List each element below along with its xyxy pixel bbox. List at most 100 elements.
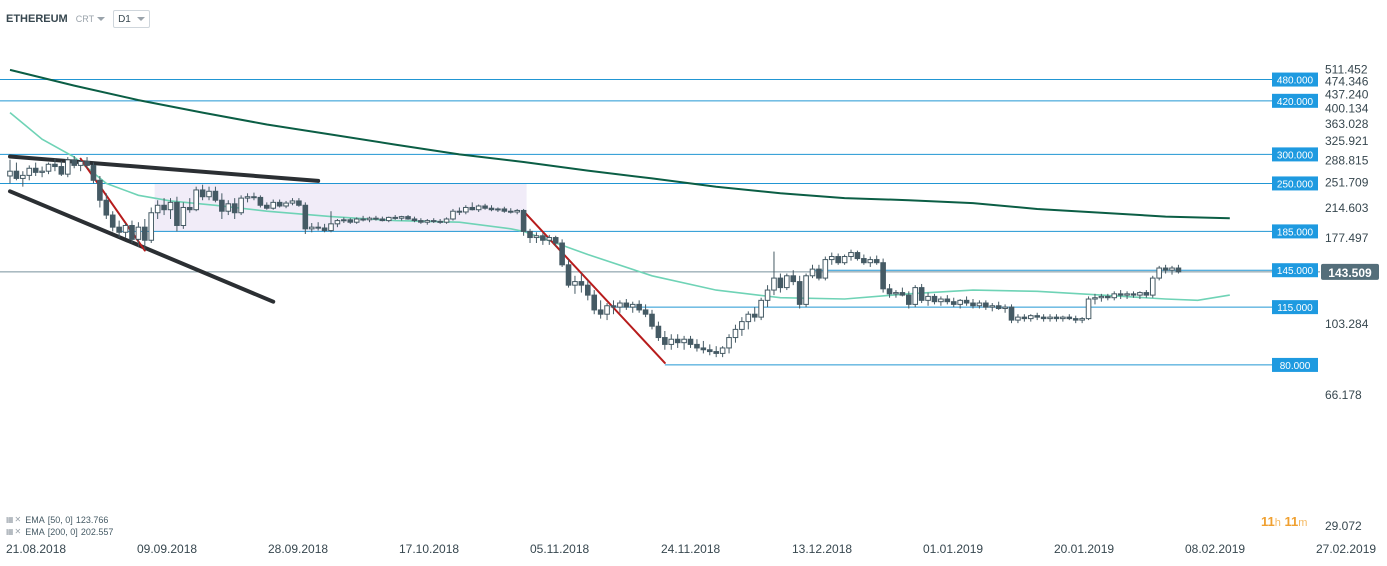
candle — [1105, 293, 1111, 301]
candle-body-bear — [597, 309, 604, 315]
candle-body-bull — [334, 220, 341, 225]
candle-body-bear — [662, 337, 668, 345]
candle — [379, 216, 386, 222]
candle-body-bull — [1169, 267, 1175, 271]
candle-body-bear — [1117, 293, 1124, 296]
candle-body-bull — [893, 292, 899, 295]
candle-body-bear — [129, 224, 135, 240]
trend-line-3[interactable] — [522, 210, 666, 364]
y-tick-label: 325.921 — [1325, 134, 1369, 148]
candle-body-bull — [681, 338, 687, 344]
candle-body-bull — [764, 289, 771, 301]
horizontal-levels-layer — [0, 79, 1320, 366]
candle-body-bear — [790, 275, 797, 283]
candle-body-bear — [886, 288, 893, 295]
candle — [161, 198, 167, 216]
candle — [206, 186, 212, 201]
x-tick-label: 01.01.2019 — [923, 542, 983, 556]
candle-body-bull — [771, 277, 777, 291]
candle — [1027, 314, 1034, 322]
candle — [321, 223, 328, 233]
candle-body-bull — [77, 160, 84, 166]
candle-body-bear — [186, 206, 193, 211]
candle — [328, 211, 334, 233]
y-tick-label: 214.603 — [1325, 201, 1369, 215]
candle-body-bear — [116, 226, 122, 233]
candle — [906, 291, 912, 309]
candle-body-bear — [52, 163, 58, 168]
candle-body-bull — [495, 208, 501, 211]
candle-body-bull — [148, 212, 155, 241]
candle — [623, 299, 630, 310]
candle — [45, 162, 52, 175]
candle — [411, 216, 418, 223]
candle — [1066, 314, 1073, 321]
candle-body-bull — [1085, 298, 1092, 320]
candle-body-bear — [642, 309, 649, 315]
countdown-minutes-unit: m — [1298, 517, 1308, 529]
candle — [270, 199, 277, 210]
candle — [1175, 264, 1182, 274]
candle — [629, 301, 636, 313]
legend-params: [200, 0] — [47, 527, 78, 537]
candle-body-bear — [636, 303, 642, 311]
candle-body-bear — [610, 305, 617, 308]
candle-body-bull — [726, 337, 732, 349]
candle — [257, 195, 264, 208]
candle — [405, 215, 411, 220]
candle — [739, 317, 745, 336]
candle — [578, 273, 585, 293]
candle-body-bear — [944, 298, 951, 303]
indicator-settings-icon[interactable]: ▦✕ — [6, 527, 23, 536]
candle — [84, 157, 90, 169]
countdown-hours: 11 — [1261, 514, 1275, 529]
level-tag-bg — [1272, 147, 1318, 162]
candle — [925, 292, 931, 306]
candle-body-bull — [828, 256, 835, 261]
level-tag-bg — [1272, 93, 1318, 108]
candle — [886, 283, 893, 298]
level-tag-label: 250.000 — [1277, 179, 1314, 190]
y-tick-label: 103.284 — [1325, 317, 1369, 331]
candle-body-bull — [1124, 293, 1130, 296]
legend-value: 123.766 — [75, 515, 109, 525]
candle-body-bear — [302, 204, 309, 230]
y-tick-label: 29.072 — [1325, 519, 1362, 533]
candle-body-bear — [963, 299, 970, 304]
candle — [103, 193, 110, 219]
level-tags-layer: 480.000 420.000 300.000 250.000 185.000 145.0… — [1272, 72, 1379, 372]
candle-body-bull — [1137, 292, 1143, 296]
timeframe-select[interactable]: D1 — [113, 10, 150, 28]
candle — [148, 207, 155, 244]
candle — [264, 202, 270, 210]
candle — [507, 208, 514, 214]
candle-body-bull — [135, 226, 142, 240]
candle-body-bull — [957, 299, 963, 305]
level-tag-label: 480.000 — [1277, 76, 1314, 87]
candle — [360, 215, 366, 222]
candle-body-bear — [71, 159, 78, 166]
candle — [488, 205, 495, 212]
candle — [771, 251, 777, 296]
candle — [610, 300, 617, 315]
candle — [694, 339, 700, 352]
candle — [1040, 314, 1047, 322]
candle — [385, 216, 392, 223]
candle-body-bear — [713, 351, 720, 354]
legend-item-ema200[interactable]: ▦✕ EMA [200, 0] 202.557 — [6, 526, 113, 538]
x-axis: 21.08.2018 09.09.2018 28.09.2018 17.10.2018… — [6, 542, 1376, 556]
indicator-settings-icon[interactable]: ▦✕ — [6, 515, 23, 524]
ema200-line — [9, 68, 1230, 220]
chart-mode-select[interactable]: CRT — [76, 14, 106, 24]
candle-body-bear — [559, 242, 565, 266]
candle — [1117, 290, 1124, 300]
x-tick-label: 28.09.2018 — [268, 542, 328, 556]
candle-body-bear — [970, 302, 976, 307]
candle — [636, 300, 642, 313]
legend-item-ema50[interactable]: ▦✕ EMA [50, 0] 123.766 — [6, 514, 113, 526]
channel-line-0[interactable] — [8, 154, 321, 183]
legend-label: EMA — [25, 527, 45, 537]
candle-body-bear — [585, 284, 591, 296]
candle — [1143, 290, 1150, 298]
